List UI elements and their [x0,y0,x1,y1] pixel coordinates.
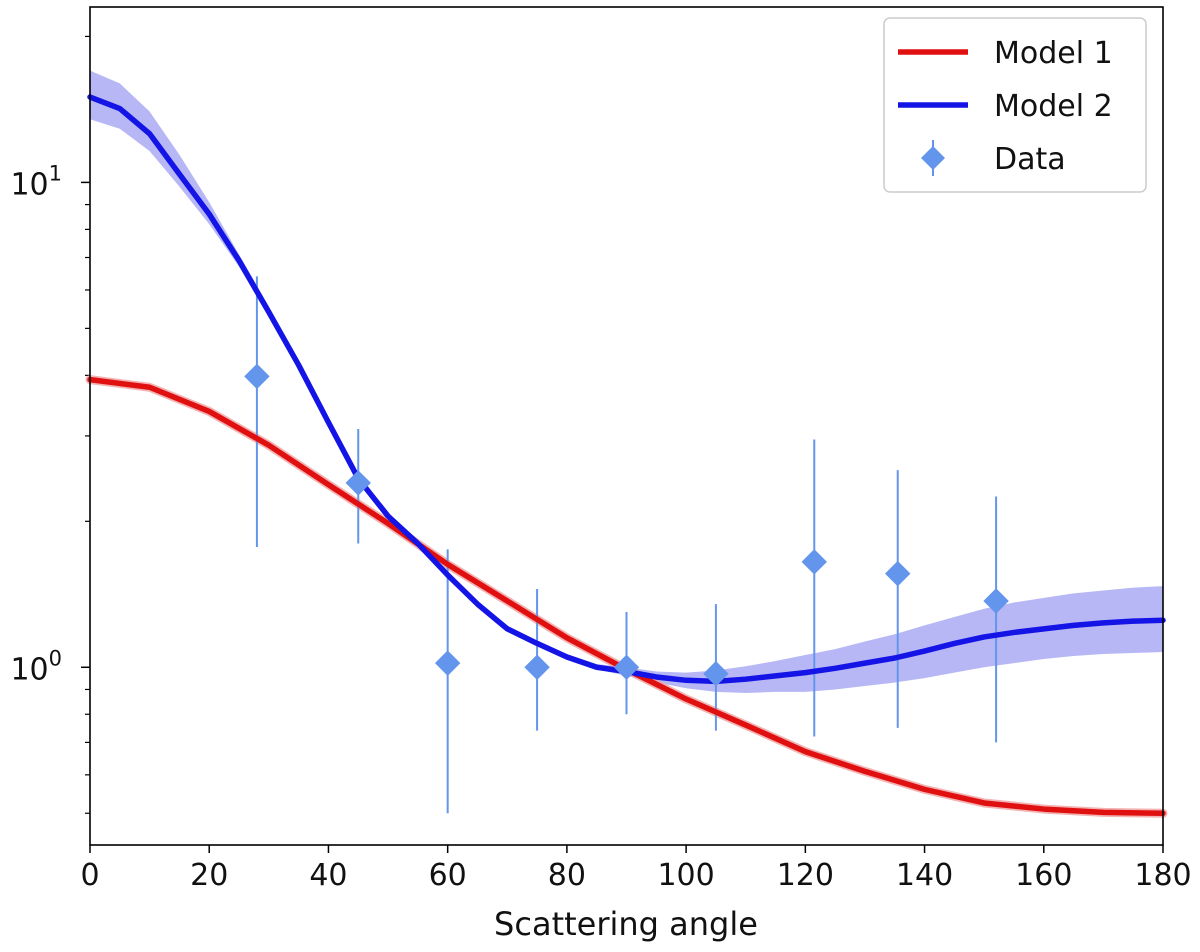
y-minor-ticks [85,35,90,814]
x-tick-label: 40 [309,858,347,893]
data-point [524,654,550,680]
y-major-ticks: 100 101 [10,161,90,687]
series-layer [85,70,1168,818]
data-point [703,660,729,687]
legend-swatch-marker [921,146,945,170]
y-tick-label: 101 [10,161,62,202]
x-tick-label: 140 [896,858,953,893]
y-tick-label: 100 [10,646,62,687]
x-tick-label: 160 [1015,858,1072,893]
x-ticks: 0 20 40 60 80 100 120 140 160 180 [80,845,1192,893]
x-tick-label: 80 [548,858,586,893]
legend: Model 1 Model 2 Data [883,17,1147,193]
x-tick-label: 20 [190,858,228,893]
data-point [983,588,1009,614]
x-tick-label: 60 [429,858,467,893]
legend-label: Data [994,142,1066,177]
x-tick-label: 180 [1134,858,1191,893]
legend-label: Model 2 [994,89,1113,124]
x-tick-label: 0 [80,858,99,893]
plot-frame [89,6,1164,846]
model-2-band [90,70,1163,694]
data-point [434,650,461,676]
x-tick-label: 120 [777,858,834,893]
legend-label: Model 1 [994,36,1113,71]
data-point [345,470,371,496]
data-point [801,549,827,575]
data-point [885,560,911,587]
x-axis-title: Scattering angle [494,905,758,943]
x-tick-label: 100 [657,858,714,893]
data-point [613,654,640,680]
legend-box [883,17,1147,193]
data-point [244,363,270,390]
